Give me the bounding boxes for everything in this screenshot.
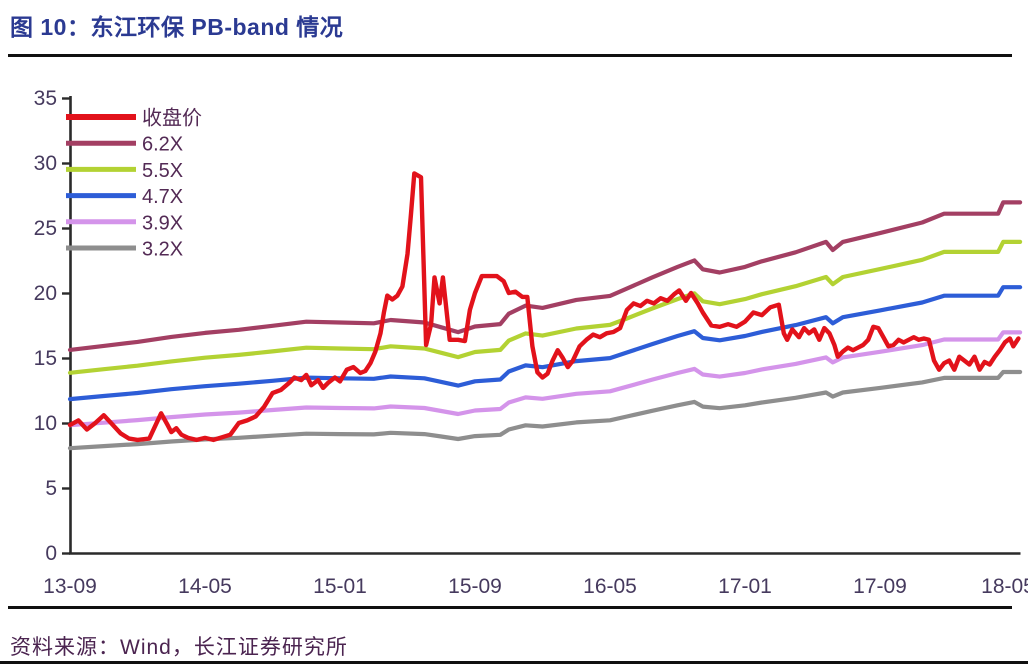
legend-label: 3.9X (142, 212, 183, 234)
legend-label: 5.5X (142, 160, 183, 182)
x-tick-label: 15-09 (448, 575, 502, 598)
x-tick-label: 15-01 (313, 575, 367, 598)
x-tick-label: 17-01 (718, 575, 772, 598)
y-tick-label: 10 (34, 412, 57, 435)
legend-label: 3.2X (142, 239, 183, 261)
legend-label: 4.7X (142, 186, 183, 208)
legend-item-pb-4-7x: 4.7X (66, 186, 183, 208)
figure-title: 图 10：东江环保 PB-band 情况 (10, 14, 344, 40)
x-tick-label: 17-09 (853, 575, 907, 598)
series-pb-4-7x (67, 285, 1023, 402)
series-pb-3-2x (67, 369, 1023, 451)
y-axis: 0 5 10 15 20 25 30 35 (34, 87, 70, 565)
y-tick-label: 30 (34, 152, 57, 175)
y-tick-label: 35 (34, 87, 57, 110)
legend-label: 6.2X (142, 134, 183, 156)
y-tick-label: 5 (45, 477, 57, 500)
y-tick-label: 0 (45, 542, 57, 565)
series-close-price (67, 171, 1021, 443)
x-axis: 13-09 14-05 15-01 15-09 16-05 17-01 17-09 18-05 (43, 575, 1028, 598)
y-tick-label: 20 (34, 282, 57, 305)
series-pb-5-5x (67, 239, 1023, 375)
legend: 收盘价 6.2X 5.5X 4.7X 3.9X 3.2X (66, 107, 202, 261)
legend-label: 收盘价 (142, 107, 202, 130)
title-divider (8, 54, 1012, 57)
x-tick-label: 18-05 (981, 575, 1028, 598)
legend-item-pb-3-9x: 3.9X (66, 212, 183, 234)
legend-item-pb-5-5x: 5.5X (66, 160, 183, 182)
y-tick-label: 15 (34, 347, 57, 370)
axes (69, 96, 1021, 555)
y-tick-label: 25 (34, 217, 57, 240)
page-bottom-divider (0, 661, 1028, 664)
x-tick-label: 14-05 (178, 575, 232, 598)
series-pb-3-9x (67, 330, 1023, 428)
legend-item-close-price: 收盘价 (66, 107, 202, 130)
x-tick-label: 16-05 (583, 575, 637, 598)
chart-divider (8, 606, 1012, 609)
source-note: 资料来源：Wind，长江证券研究所 (10, 636, 348, 659)
x-tick-label: 13-09 (43, 575, 97, 598)
legend-item-pb-3-2x: 3.2X (66, 239, 183, 261)
legend-item-pb-6-2x: 6.2X (66, 134, 183, 156)
series-pb-6-2x (67, 200, 1023, 352)
series-lines (67, 171, 1023, 451)
